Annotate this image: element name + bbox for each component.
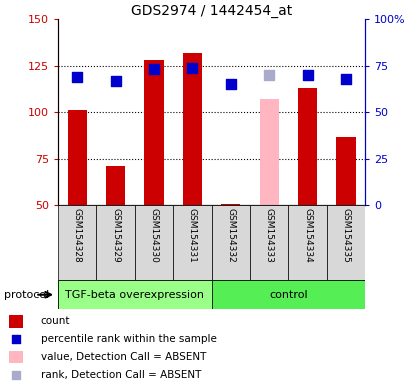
Point xyxy=(13,336,20,342)
Text: GSM154329: GSM154329 xyxy=(111,208,120,262)
Bar xyxy=(173,205,212,280)
Bar xyxy=(327,205,365,280)
Bar xyxy=(288,205,327,280)
Point xyxy=(112,78,119,84)
Point xyxy=(189,65,196,71)
Text: protocol: protocol xyxy=(4,290,49,300)
Text: GSM154334: GSM154334 xyxy=(303,208,312,262)
Text: value, Detection Call = ABSENT: value, Detection Call = ABSENT xyxy=(41,352,206,362)
Title: GDS2974 / 1442454_at: GDS2974 / 1442454_at xyxy=(131,4,292,18)
Text: GSM154333: GSM154333 xyxy=(265,208,274,263)
Point xyxy=(304,72,311,78)
Text: GSM154328: GSM154328 xyxy=(73,208,82,262)
Point xyxy=(74,74,81,80)
Text: GSM154332: GSM154332 xyxy=(226,208,235,262)
Point xyxy=(13,372,20,378)
Point xyxy=(151,66,157,73)
Bar xyxy=(260,99,279,205)
Bar xyxy=(212,205,250,280)
Text: percentile rank within the sample: percentile rank within the sample xyxy=(41,334,217,344)
Point xyxy=(343,76,349,82)
Bar xyxy=(68,111,87,205)
Bar xyxy=(9,351,24,363)
Bar xyxy=(183,53,202,205)
Bar xyxy=(58,280,212,309)
Bar xyxy=(337,137,356,205)
Bar xyxy=(250,205,288,280)
Point xyxy=(266,72,273,78)
Text: rank, Detection Call = ABSENT: rank, Detection Call = ABSENT xyxy=(41,370,201,380)
Text: GSM154330: GSM154330 xyxy=(149,208,159,263)
Bar xyxy=(298,88,317,205)
Text: TGF-beta overexpression: TGF-beta overexpression xyxy=(66,290,204,300)
Bar xyxy=(106,166,125,205)
Bar xyxy=(135,205,173,280)
Bar xyxy=(9,315,24,328)
Bar xyxy=(58,205,96,280)
Text: count: count xyxy=(41,316,70,326)
Point xyxy=(227,81,234,88)
Bar xyxy=(144,60,164,205)
Bar xyxy=(212,280,365,309)
Text: control: control xyxy=(269,290,308,300)
Text: GSM154335: GSM154335 xyxy=(342,208,351,263)
Text: GSM154331: GSM154331 xyxy=(188,208,197,263)
Bar xyxy=(96,205,135,280)
Bar xyxy=(221,204,240,205)
